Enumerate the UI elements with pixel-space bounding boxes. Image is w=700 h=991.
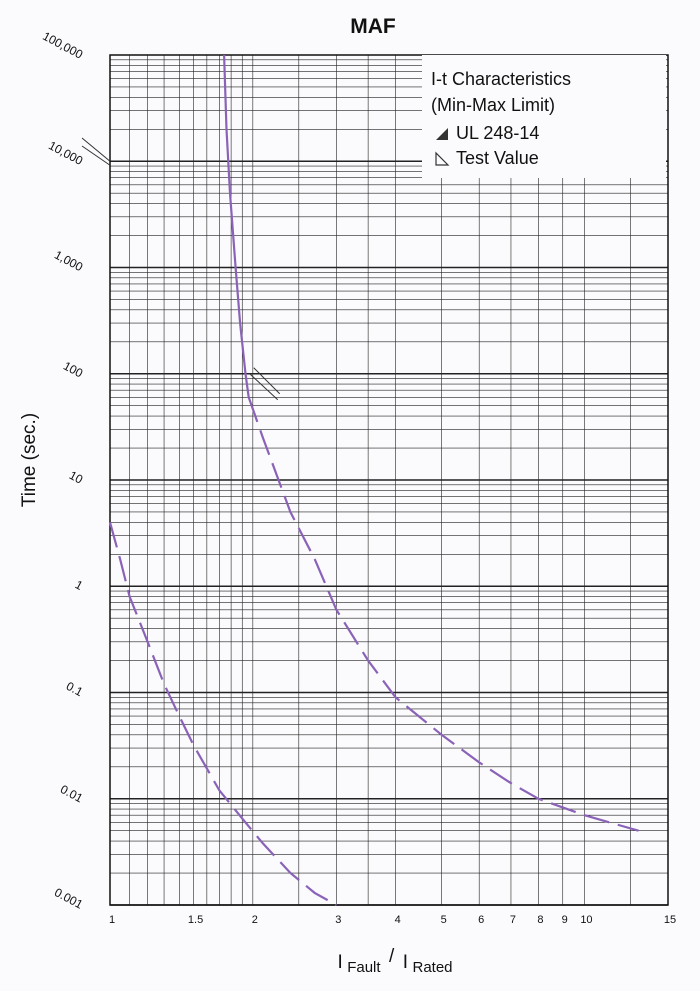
x-tick-label: 3 <box>335 914 341 926</box>
x-label-rated: Rated <box>412 959 452 976</box>
x-label-fault: Fault <box>347 959 381 976</box>
x-label-rated-i: I <box>403 952 408 973</box>
series-line-dashed <box>108 522 337 906</box>
annotations <box>81 137 281 401</box>
x-tick-label: 2 <box>252 914 258 926</box>
y-tick-label: 10 <box>67 468 86 487</box>
annotation-leader-line <box>253 367 281 395</box>
series-line-solid <box>223 54 250 398</box>
x-label-fault-i: I <box>337 952 342 973</box>
x-tick-label: 1.5 <box>188 914 203 926</box>
y-tick-label: 0.001 <box>52 885 85 912</box>
x-tick-label: 10 <box>580 914 592 926</box>
legend-filled-triangle-icon <box>436 128 448 140</box>
legend-title-line-1: I-t Characteristics <box>431 69 571 89</box>
x-tick-label: 15 <box>664 914 676 926</box>
y-tick-label: 100,000 <box>40 29 85 62</box>
series <box>108 54 639 906</box>
x-tick-label: 8 <box>537 914 543 926</box>
legend: I-t Characteristics (Min-Max Limit) UL 2… <box>422 55 666 178</box>
legend-title-line-2: (Min-Max Limit) <box>431 95 555 115</box>
annotation-leader-line <box>81 137 111 162</box>
legend-box <box>422 55 666 178</box>
y-tick-label: 10,000 <box>46 138 85 168</box>
x-label-separator: / <box>389 946 395 967</box>
x-tick-label: 7 <box>510 914 516 926</box>
plot-frame <box>109 54 669 906</box>
y-axis-label: Time (sec.) <box>19 413 40 507</box>
x-axis-label: I Fault / I Rated <box>337 946 452 976</box>
legend-entry-test: Test Value <box>456 148 539 168</box>
x-tick-labels: 1 1.5 2 3 4 5 6 7 8 9 10 15 <box>109 914 676 926</box>
x-tick-label: 4 <box>395 914 401 926</box>
chart-title: MAF <box>350 15 396 38</box>
x-tick-label: 6 <box>478 914 484 926</box>
y-tick-labels: 100,000 10,000 1,000 100 10 1 0.1 0.01 0.001 <box>40 29 85 912</box>
annotation-leader-line <box>81 145 111 166</box>
x-tick-label: 5 <box>441 914 447 926</box>
y-tick-label: 0.1 <box>64 679 86 699</box>
y-tick-label: 0.01 <box>58 782 85 805</box>
annotation-leader-line <box>249 373 279 401</box>
grid <box>110 55 668 906</box>
legend-entry-ul: UL 248-14 <box>456 123 539 143</box>
y-tick-label: 1 <box>73 577 86 593</box>
x-tick-label: 9 <box>562 914 568 926</box>
series-line-dashed <box>247 396 639 832</box>
series-2-group <box>108 522 337 906</box>
x-tick-label: 1 <box>109 914 115 926</box>
legend-outline-triangle-icon <box>435 151 450 166</box>
series-1-group <box>223 54 639 832</box>
y-tick-label: 100 <box>61 359 86 381</box>
y-tick-label: 1,000 <box>52 248 85 275</box>
